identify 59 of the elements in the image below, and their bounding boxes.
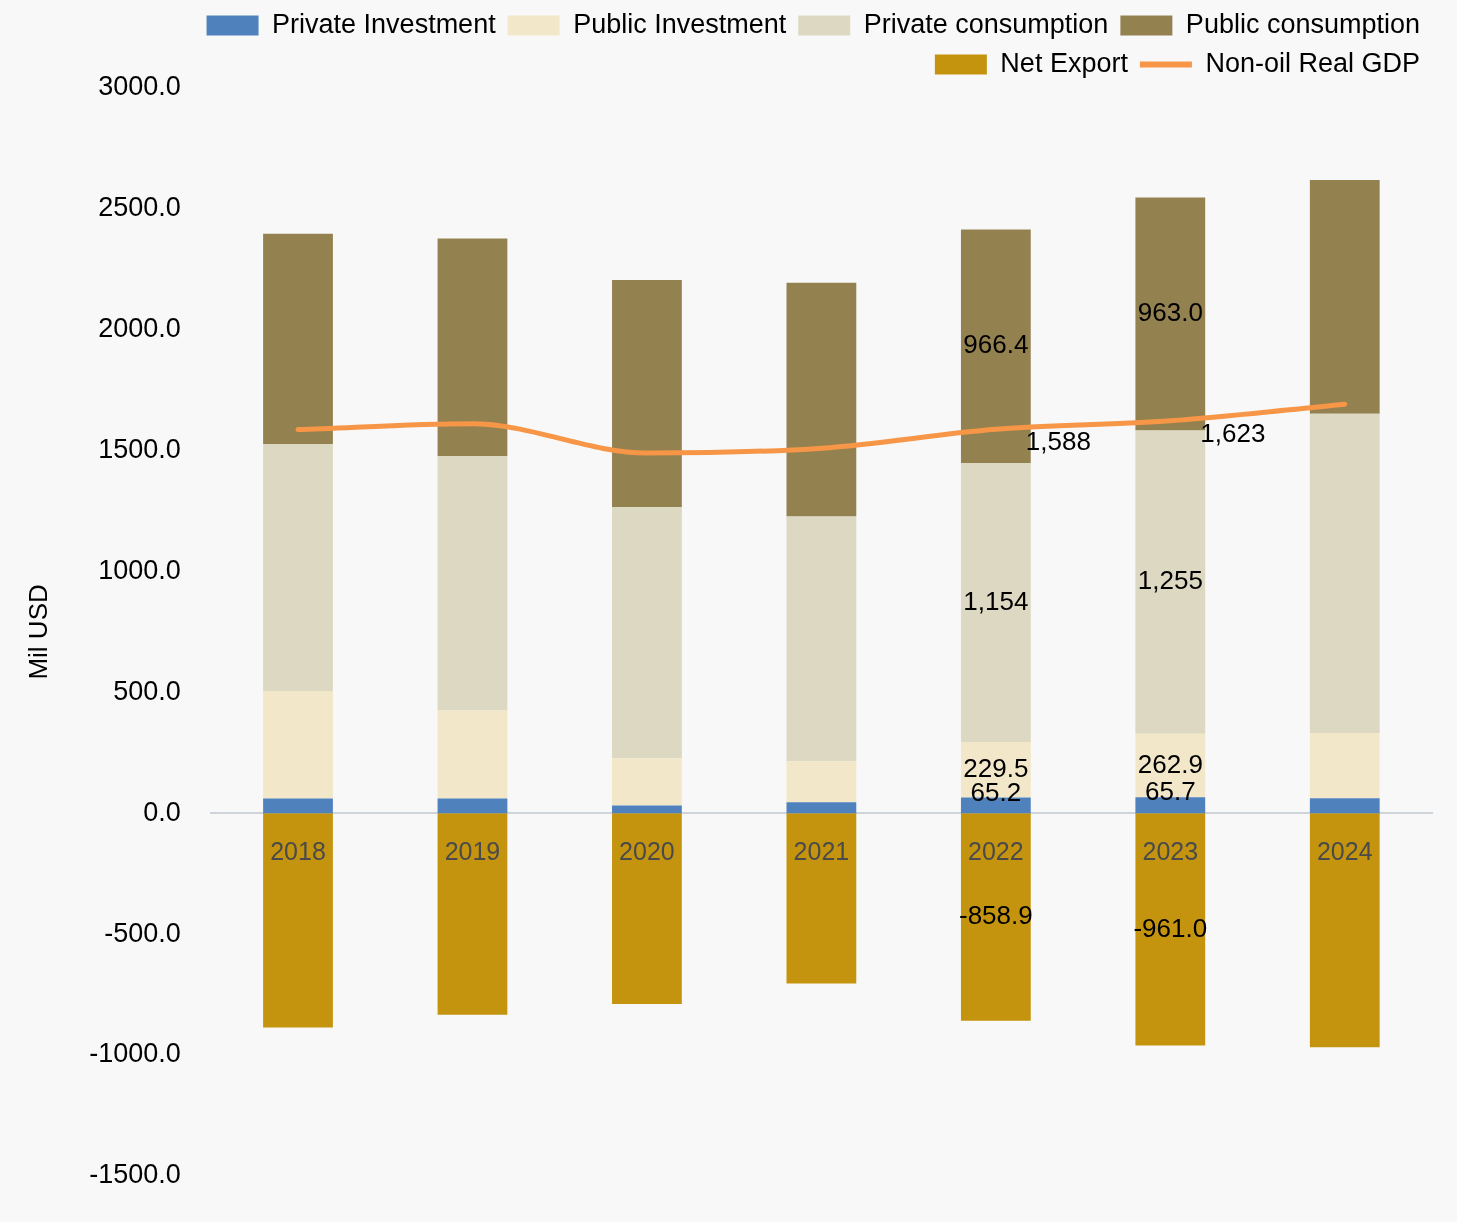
data-label: 1,623 [1200,418,1266,449]
legend-label: Private Investment [272,8,497,39]
legend-label: Net Export [1000,47,1129,78]
legend-label: Public consumption [1185,8,1421,39]
bar [1135,813,1206,1046]
y-tick-label: -500.0 [104,917,181,948]
y-tick-label: 2000.0 [98,313,181,344]
data-label: 966.4 [963,329,1029,360]
bar [960,463,1031,742]
y-tick-label: 0.0 [143,796,181,827]
bar [1309,413,1380,733]
legend-label: Private consumption [863,8,1109,39]
y-axis-title: Mil USD [22,584,53,680]
bar [1309,180,1380,414]
bar [263,444,333,691]
y-tick-label: 500.0 [113,675,181,706]
y-tick-label: -1500.0 [89,1159,181,1190]
x-tick-label: 2023 [1142,837,1199,866]
x-tick-label: 2022 [968,837,1024,866]
bar [786,282,857,517]
bar [612,813,682,1004]
bar [437,238,508,456]
bar [612,506,682,759]
x-tick-label: 2021 [793,837,850,866]
bar [437,455,508,711]
y-tick-label: 3000.0 [98,71,181,102]
y-tick-label: 1500.0 [98,434,181,465]
bar [263,690,333,799]
bar [437,798,508,814]
bar [263,798,333,814]
legend-label: Public Investment [573,8,787,39]
bar [612,805,682,814]
x-tick-label: 2018 [270,837,326,866]
bar [612,279,682,507]
bar [437,710,508,799]
legend-label: Non-oil Real GDP [1205,47,1420,78]
bar [263,233,333,445]
bar [1309,798,1380,814]
bar [612,758,682,806]
bar [1309,732,1380,799]
bar [786,813,857,984]
bar [786,802,857,814]
bar [263,813,333,1028]
y-tick-label: 2500.0 [98,192,181,223]
data-label: 1,255 [1137,565,1203,596]
data-label: 262.9 [1137,748,1203,779]
x-tick-label: 2019 [444,837,501,866]
data-label: 1,154 [963,585,1029,616]
bar [960,813,1031,1021]
bar [1309,813,1380,1048]
y-tick-label: -1000.0 [89,1038,181,1069]
x-tick-label: 2020 [619,837,675,866]
data-label: 229.5 [963,752,1029,783]
bar [786,761,857,803]
x-tick-label: 2024 [1316,837,1373,866]
bar [437,813,508,1015]
bar [786,516,857,762]
data-label: 963.0 [1137,297,1203,328]
y-tick-label: 1000.0 [98,554,181,585]
